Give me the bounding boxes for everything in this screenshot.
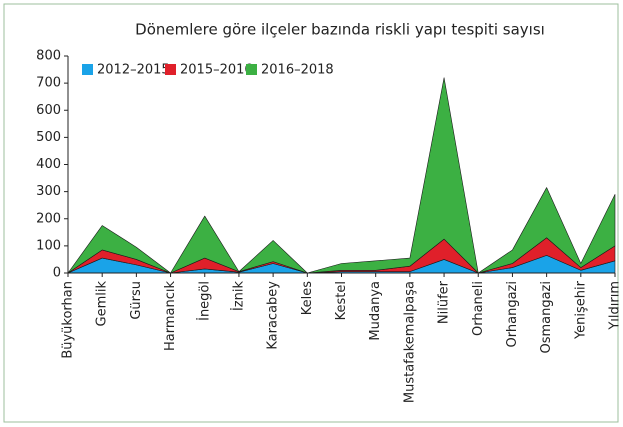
- y-tick-label: 400: [36, 157, 61, 172]
- y-tick-label: 100: [36, 238, 61, 253]
- frame: [3, 3, 619, 423]
- y-tick-label: 600: [36, 103, 61, 118]
- legend-swatch: [165, 64, 176, 75]
- legend-swatch: [82, 64, 93, 75]
- x-tick-label: Orhaneli: [471, 281, 486, 336]
- y-tick-label: 200: [36, 211, 61, 226]
- legend-label: 2015–2016: [180, 63, 253, 78]
- legend-label: 2016–2018: [261, 63, 334, 78]
- legend-label: 2012–2015: [97, 63, 170, 78]
- x-tick-label: Harmancık: [163, 281, 178, 351]
- x-tick-label: Osmangazi: [539, 281, 554, 354]
- y-tick-label: 0: [53, 266, 61, 281]
- x-tick-label: Orhangazi: [505, 281, 520, 347]
- x-tick-label: İznik: [230, 281, 246, 312]
- x-tick-label: Mustafakemalpaşa: [402, 281, 417, 403]
- x-tick-label: Büyükorhan: [61, 281, 76, 359]
- x-tick-label: Nilüfer: [437, 280, 452, 324]
- x-tick-label: Yıldırım: [608, 281, 623, 331]
- x-tick-label: Mudanya: [368, 281, 383, 341]
- x-tick-label: İnegöl: [196, 281, 212, 321]
- y-tick-label: 700: [36, 76, 61, 91]
- x-tick-label: Gürsu: [129, 281, 144, 320]
- x-tick-label: Kestel: [334, 281, 349, 320]
- x-tick-label: Keles: [300, 281, 315, 315]
- y-tick-label: 800: [36, 49, 61, 64]
- legend-swatch: [246, 64, 257, 75]
- y-tick-label: 500: [36, 130, 61, 145]
- x-tick-label: Gemlik: [95, 281, 110, 327]
- x-tick-label: Yenişehir: [573, 280, 588, 340]
- area: [67, 77, 616, 274]
- chart-title: Dönemlere göre ilçeler bazında riskli ya…: [135, 21, 545, 39]
- y-tick-label: 300: [36, 184, 61, 199]
- x-tick-label: Karacabey: [266, 281, 281, 350]
